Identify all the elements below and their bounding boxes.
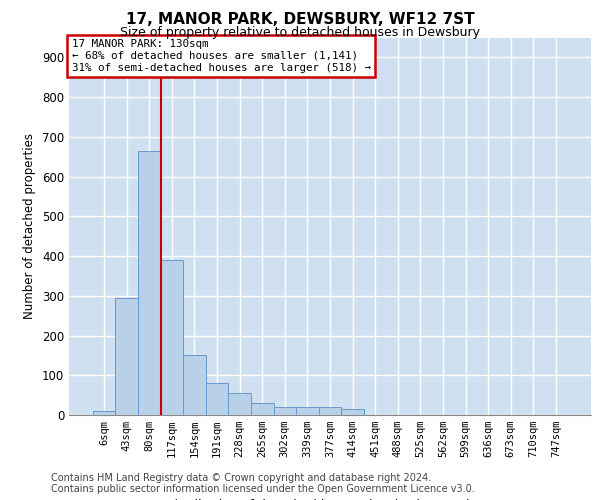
- Text: Size of property relative to detached houses in Dewsbury: Size of property relative to detached ho…: [120, 26, 480, 39]
- Bar: [319, 407, 341, 415]
- Bar: [138, 151, 161, 415]
- Bar: [251, 403, 274, 415]
- Bar: [183, 356, 206, 415]
- Bar: [296, 407, 319, 415]
- Text: Contains HM Land Registry data © Crown copyright and database right 2024.: Contains HM Land Registry data © Crown c…: [51, 473, 431, 483]
- Bar: [341, 409, 364, 415]
- Text: Contains public sector information licensed under the Open Government Licence v3: Contains public sector information licen…: [51, 484, 475, 494]
- Bar: [115, 298, 138, 415]
- X-axis label: Distribution of detached houses by size in Dewsbury: Distribution of detached houses by size …: [166, 499, 494, 500]
- Bar: [206, 383, 229, 415]
- Bar: [274, 407, 296, 415]
- Y-axis label: Number of detached properties: Number of detached properties: [23, 133, 37, 320]
- Bar: [229, 393, 251, 415]
- Bar: [161, 260, 183, 415]
- Bar: [93, 411, 115, 415]
- Text: 17 MANOR PARK: 130sqm
← 68% of detached houses are smaller (1,141)
31% of semi-d: 17 MANOR PARK: 130sqm ← 68% of detached …: [71, 40, 371, 72]
- Text: 17, MANOR PARK, DEWSBURY, WF12 7ST: 17, MANOR PARK, DEWSBURY, WF12 7ST: [125, 12, 475, 27]
